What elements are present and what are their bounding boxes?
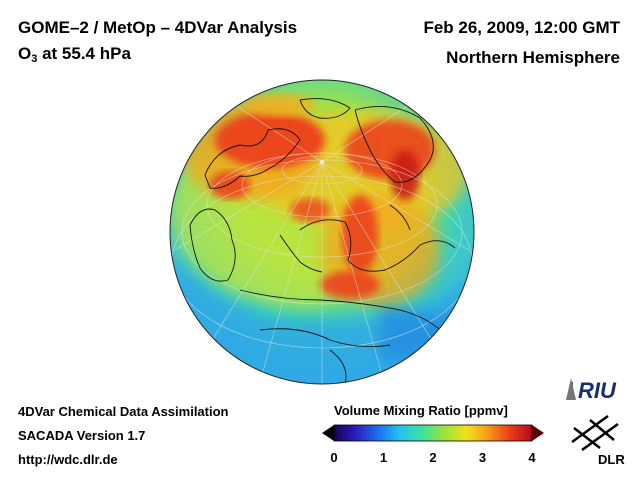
riu-logo-text: RIU (578, 378, 617, 403)
colorbar-arrow-left (322, 425, 334, 441)
footer-version: SACADA Version 1.7 (18, 428, 146, 443)
colorbar-tick-label: 1 (379, 450, 388, 465)
map-title: GOME–2 / MetOp – 4DVar Analysis (18, 18, 298, 37)
footer-assimilation: 4DVar Chemical Data Assimilation (18, 404, 229, 419)
footer-url[interactable]: http://wdc.dlr.de (18, 452, 118, 467)
map-datetime: Feb 26, 2009, 12:00 GMT (423, 18, 620, 37)
riu-logo: RIU (566, 378, 617, 403)
colorbar-gradient (333, 424, 533, 442)
colorbar-title: Volume Mixing Ratio [ppmv] (334, 403, 508, 418)
colorbar-tick-label: 3 (478, 450, 487, 465)
map-region: Northern Hemisphere (446, 48, 620, 67)
dlr-logo-text: DLR (598, 452, 625, 467)
species-subscript: 3 (31, 53, 38, 65)
colorbar-tick-label: 4 (528, 450, 536, 465)
colorbar-arrow-right (532, 425, 544, 441)
species-suffix: at 55.4 hPa (37, 44, 131, 63)
colorbar-tick-label: 2 (429, 450, 437, 465)
colorbar-tick-label: 0 (330, 450, 338, 465)
dlr-logo: DLR (571, 414, 625, 467)
species-label: O3 at 55.4 hPa (18, 44, 131, 65)
species-prefix: O (18, 44, 32, 63)
colorbar (322, 424, 544, 442)
